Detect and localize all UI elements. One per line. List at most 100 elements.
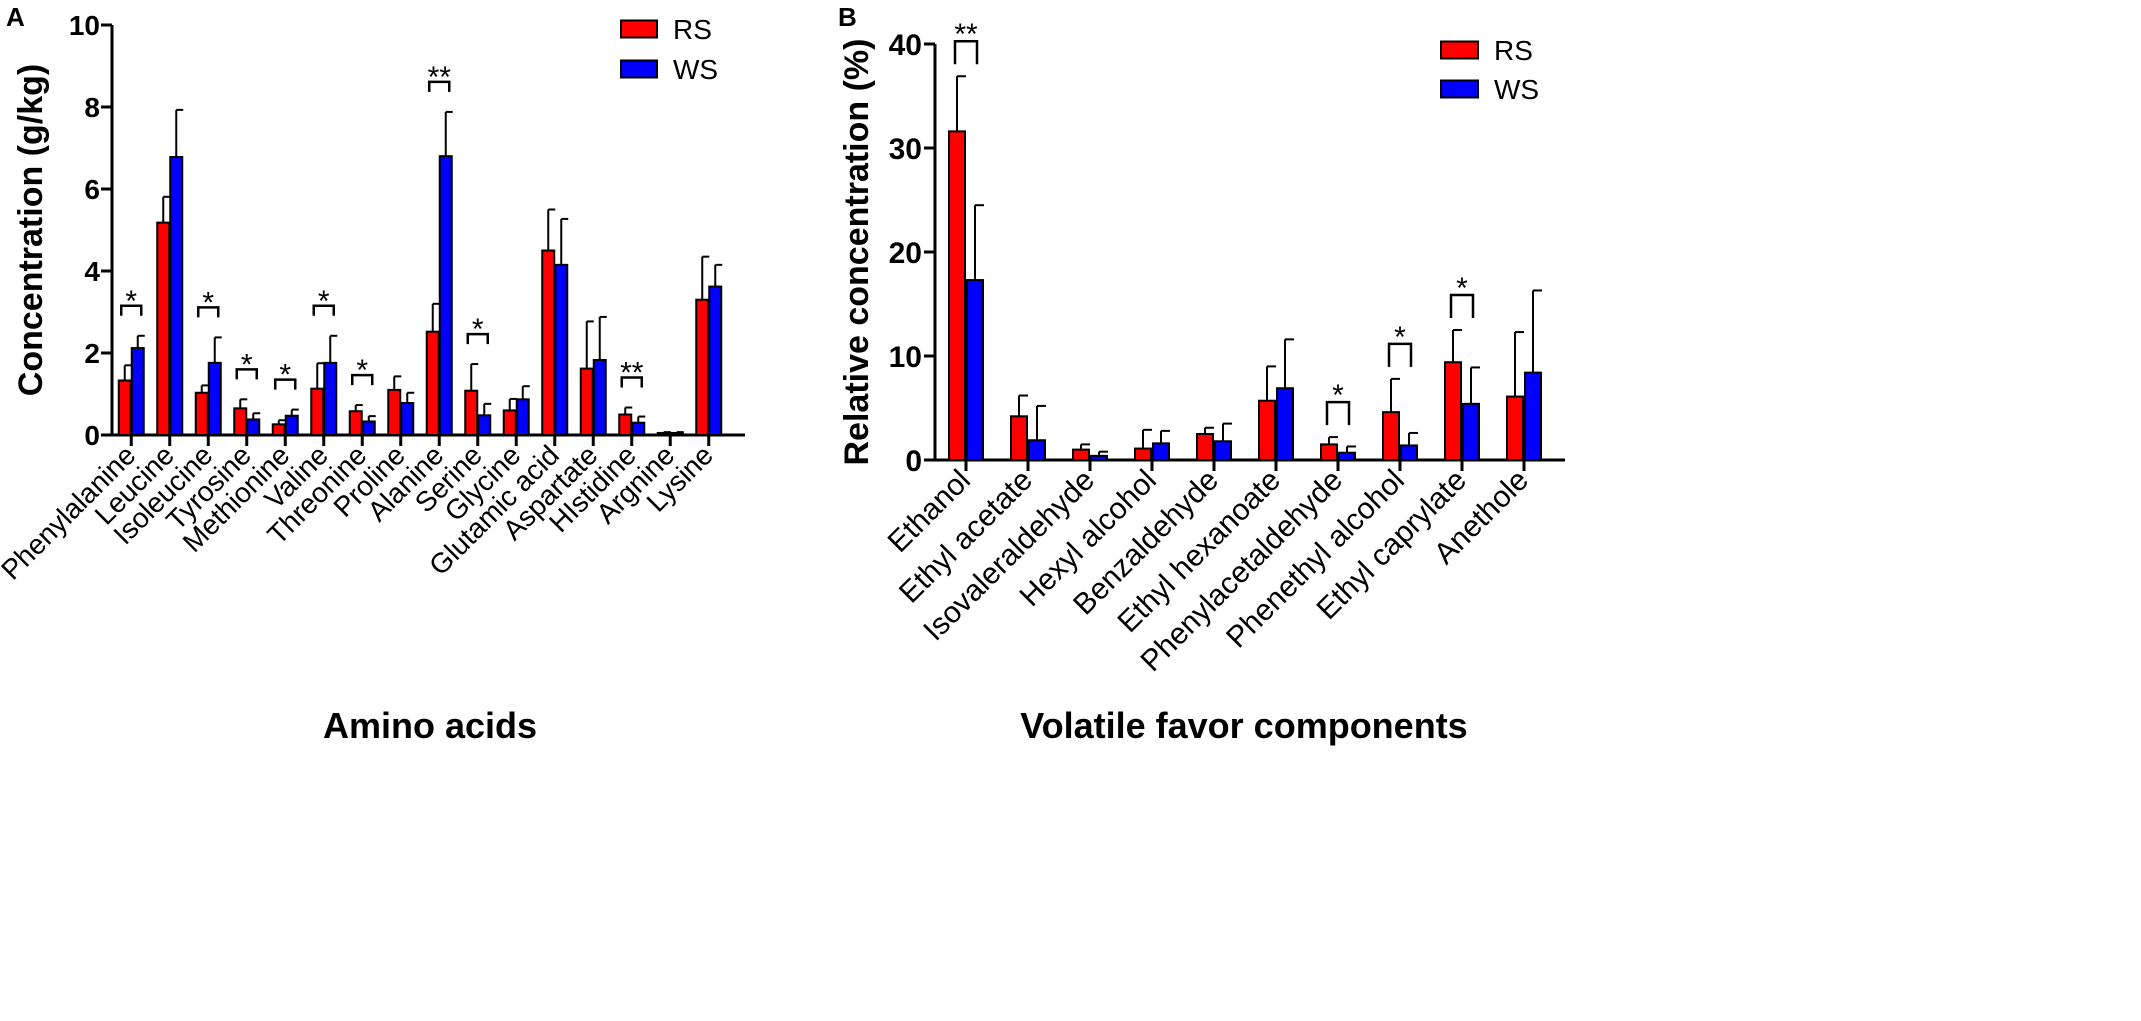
significance-marker-phenylacetaldehyde: * — [1332, 379, 1344, 412]
bar-rs-argnine — [656, 431, 671, 437]
bar-rs-ethanol — [948, 130, 966, 462]
bar-rs-lysine — [695, 298, 710, 437]
panel-label: A — [6, 2, 25, 32]
bar-ws-serine — [477, 414, 492, 437]
significance-marker-methionine: * — [279, 359, 291, 392]
bar-ws-glutamic-acid — [554, 263, 569, 436]
legend-swatch-rs — [620, 19, 658, 39]
bar-ws-anethole — [1524, 371, 1542, 462]
significance-bracket-tyrosine — [235, 368, 258, 380]
bar-ws-lysine — [708, 285, 723, 436]
y-tick-label: 6 — [84, 174, 100, 205]
bar-ws-histidine — [631, 421, 646, 437]
significance-marker-threonine: * — [356, 354, 368, 387]
y-tick-label: 8 — [84, 92, 100, 123]
bar-rs-threonine — [348, 410, 363, 437]
bar-ws-valine — [323, 361, 338, 436]
y-axis-title: Concentration (g/kg) — [12, 64, 50, 396]
legend-label-ws: WS — [673, 54, 718, 85]
legend-swatch-ws — [620, 59, 658, 79]
x-axis-title: Volatile favor components — [1020, 705, 1467, 746]
bar-rs-ethyl-caprylate — [1444, 361, 1462, 461]
bar-rs-glutamic-acid — [541, 249, 556, 436]
x-axis-title: Amino acids — [323, 705, 537, 746]
bar-ws-phenylalanine — [130, 347, 145, 436]
significance-bracket-valine — [312, 304, 335, 316]
bar-ws-ethyl-hexanoate — [1276, 387, 1294, 461]
significance-bracket-phenylalanine — [120, 304, 143, 316]
significance-bracket-methionine — [274, 378, 297, 390]
y-tick-label: 0 — [84, 420, 100, 451]
bar-ws-leucine — [169, 156, 184, 437]
significance-marker-isoleucine: * — [202, 286, 214, 319]
bar-ws-argnine — [669, 431, 684, 437]
bar-rs-histidine — [618, 413, 633, 436]
bar-rs-phenylacetaldehyde — [1320, 443, 1338, 461]
significance-bracket-phenylacetaldehyde — [1325, 400, 1351, 426]
bar-ws-threonine — [361, 420, 376, 437]
bar-ws-glycine — [515, 398, 530, 436]
significance-marker-alanine: ** — [428, 61, 452, 94]
bar-ws-ethyl-caprylate — [1462, 402, 1480, 461]
bar-rs-methionine — [271, 423, 286, 436]
bar-rs-phenylalanine — [117, 379, 132, 436]
significance-marker-serine: * — [472, 313, 484, 346]
bar-rs-isovaleraldehyde — [1072, 448, 1090, 462]
y-tick-label: 0 — [905, 445, 922, 478]
bar-rs-ethyl-acetate — [1010, 415, 1028, 462]
bar-ws-ethyl-acetate — [1028, 439, 1046, 461]
significance-bracket-histidine — [620, 376, 643, 388]
bar-rs-valine — [310, 387, 325, 437]
bar-rs-aspartate — [579, 367, 594, 436]
significance-bracket-phenethyl-alcohol — [1387, 342, 1413, 367]
significance-marker-tyrosine: * — [241, 348, 253, 381]
significance-marker-valine: * — [318, 285, 330, 318]
significance-bracket-threonine — [351, 373, 374, 386]
bar-ws-proline — [400, 402, 415, 436]
y-tick-label: 40 — [889, 29, 922, 62]
bar-rs-glycine — [502, 409, 517, 436]
bar-ws-methionine — [284, 414, 299, 437]
bar-ws-alanine — [438, 155, 453, 436]
legend-label-rs: RS — [1494, 35, 1533, 66]
panel-label: B — [838, 2, 857, 32]
y-tick-label: 20 — [889, 237, 922, 270]
bar-ws-phenethyl-alcohol — [1400, 444, 1418, 462]
significance-marker-phenethyl-alcohol: * — [1394, 321, 1406, 354]
significance-bracket-ethyl-caprylate — [1449, 293, 1475, 318]
bar-rs-benzaldehyde — [1196, 433, 1214, 461]
significance-bracket-isoleucine — [197, 306, 220, 318]
y-tick-label: 2 — [84, 338, 100, 369]
bar-rs-proline — [387, 388, 402, 436]
bar-ws-ethanol — [966, 279, 984, 461]
bar-ws-tyrosine — [246, 418, 261, 437]
bar-rs-tyrosine — [233, 407, 248, 437]
bar-ws-hexyl-alcohol — [1152, 442, 1170, 461]
bar-ws-benzaldehyde — [1214, 440, 1232, 461]
bar-rs-hexyl-alcohol — [1134, 447, 1152, 461]
legend-swatch-rs — [1440, 40, 1479, 60]
bar-ws-isoleucine — [207, 361, 222, 436]
bar-rs-anethole — [1506, 395, 1524, 461]
legend-swatch-ws — [1440, 79, 1479, 99]
y-tick-label: 4 — [84, 256, 100, 287]
bar-ws-isovaleraldehyde — [1090, 454, 1108, 461]
bar-rs-ethyl-hexanoate — [1258, 399, 1276, 461]
y-tick-label: 30 — [889, 133, 922, 166]
bar-rs-serine — [464, 389, 479, 436]
significance-marker-phenylalanine: * — [125, 285, 137, 318]
legend-label-ws: WS — [1494, 74, 1539, 105]
bar-rs-phenethyl-alcohol — [1382, 411, 1400, 462]
bar-ws-aspartate — [592, 358, 607, 436]
y-axis-title: Relative concentration (%) — [838, 39, 876, 466]
bar-rs-leucine — [156, 221, 171, 436]
bar-rs-isoleucine — [194, 391, 209, 436]
significance-marker-ethyl-caprylate: * — [1456, 272, 1468, 305]
significance-bracket-ethanol — [953, 39, 979, 65]
bar-rs-alanine — [425, 330, 440, 436]
bar-ws-phenylacetaldehyde — [1338, 451, 1356, 462]
legend-label-rs: RS — [673, 14, 712, 45]
